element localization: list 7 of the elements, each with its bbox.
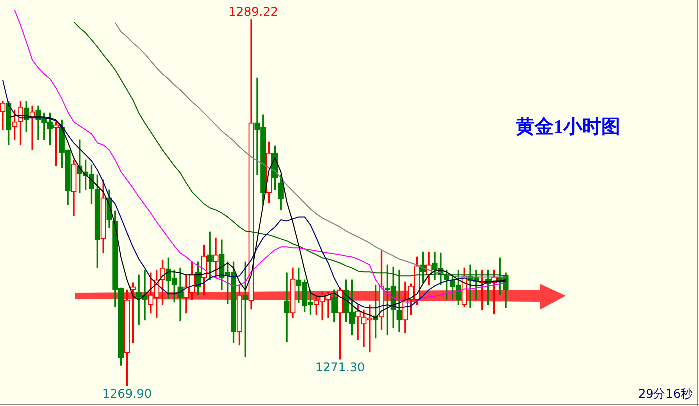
annotation: 1271.30 — [316, 360, 366, 375]
candlestick — [178, 268, 184, 322]
candlestick — [284, 272, 290, 343]
text: 黄金1小时图 — [516, 116, 620, 140]
annotation: 1269.90 — [102, 387, 152, 402]
text: 29分16秒 — [638, 386, 693, 403]
annotation: 1289.22 — [228, 5, 278, 20]
